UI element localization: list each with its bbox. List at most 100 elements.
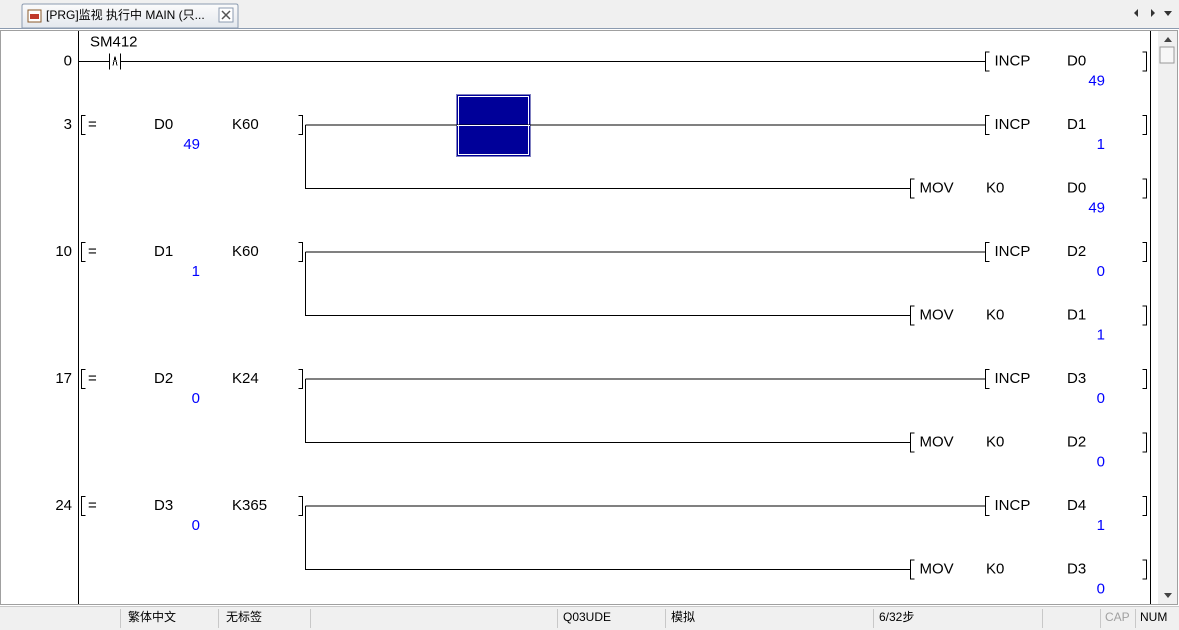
- output-close: [1142, 369, 1147, 389]
- operand: D3: [1067, 560, 1086, 577]
- output-close: [1142, 242, 1147, 262]
- output-close: [1142, 432, 1147, 453]
- status-num: NUM: [1140, 610, 1167, 624]
- instruction: INCP: [995, 497, 1031, 514]
- compare-device: D1: [154, 243, 173, 260]
- status-cpu: Q03UDE: [563, 610, 611, 624]
- operand: D1: [1067, 306, 1086, 323]
- compare-close: [298, 242, 303, 262]
- contact: [109, 53, 121, 70]
- step-number: 24: [55, 497, 72, 514]
- step-number: 10: [55, 243, 72, 260]
- scrollbar[interactable]: [1158, 31, 1177, 604]
- compare-value: 49: [183, 136, 200, 153]
- instruction: MOV: [920, 179, 954, 196]
- instruction: INCP: [995, 370, 1031, 387]
- source: K0: [986, 560, 1004, 577]
- status-bar: [0, 606, 1179, 630]
- compare-open: [81, 115, 86, 135]
- instruction: MOV: [920, 306, 954, 323]
- branch: [305, 252, 911, 316]
- operand: D0: [1067, 52, 1086, 69]
- operand-value: 1: [1097, 517, 1105, 534]
- scroll-thumb[interactable]: [1159, 46, 1175, 64]
- compare-open: [81, 242, 86, 262]
- step-number: 17: [55, 370, 72, 387]
- output-open: [910, 305, 915, 326]
- compare-close: [298, 496, 303, 516]
- tab-prev[interactable]: [1134, 9, 1138, 17]
- compare-value: 0: [192, 517, 200, 534]
- compare-open: [81, 496, 86, 516]
- instruction: INCP: [995, 243, 1031, 260]
- operand: D0: [1067, 179, 1086, 196]
- output-open: [910, 178, 915, 199]
- branch: [305, 379, 911, 443]
- compare-value: 1: [192, 263, 200, 280]
- output-open: [985, 242, 990, 262]
- tab-icon-mark: [30, 14, 39, 19]
- scroll-up[interactable]: [1164, 37, 1172, 42]
- compare-constant: K365: [232, 497, 267, 514]
- instruction: INCP: [995, 52, 1031, 69]
- source: K0: [986, 433, 1004, 450]
- output-close: [1142, 305, 1147, 326]
- step-number: 0: [64, 52, 72, 69]
- compare-close: [298, 369, 303, 389]
- operand: D2: [1067, 243, 1086, 260]
- output-open: [985, 115, 990, 135]
- tab-next[interactable]: [1151, 9, 1155, 17]
- source: K0: [986, 179, 1004, 196]
- operand-value: 0: [1097, 453, 1105, 470]
- compare-constant: K60: [232, 116, 259, 133]
- status-label: 无标签: [226, 609, 262, 624]
- status-steps: 6/32步: [879, 610, 914, 624]
- tab[interactable]: [21, 3, 239, 29]
- compare-constant: K60: [232, 243, 259, 260]
- output-open: [910, 432, 915, 453]
- compare-device: D2: [154, 370, 173, 387]
- editor: [0, 30, 1178, 605]
- output-open: [910, 559, 915, 580]
- status-mode: 模拟: [671, 610, 695, 624]
- compare-value: 0: [192, 390, 200, 407]
- output-close: [1142, 178, 1147, 199]
- branch: [305, 125, 911, 189]
- operand: D3: [1067, 370, 1086, 387]
- output-open: [985, 369, 990, 389]
- scroll-down[interactable]: [1164, 593, 1172, 598]
- output-close: [1142, 559, 1147, 580]
- step-number: 3: [64, 116, 72, 133]
- tab-title: [PRG]监视 执行中 MAIN (只...: [46, 7, 205, 22]
- compare-operator: =: [88, 370, 97, 387]
- compare-operator: =: [88, 497, 97, 514]
- operand-value: 0: [1097, 390, 1105, 407]
- compare-close: [298, 115, 303, 135]
- source: K0: [986, 306, 1004, 323]
- operand-value: 0: [1097, 580, 1105, 597]
- operand-value: 1: [1097, 326, 1105, 343]
- operand-value: 1: [1097, 136, 1105, 153]
- operand-value: 49: [1088, 72, 1105, 89]
- compare-operator: =: [88, 116, 97, 133]
- compare-open: [81, 369, 86, 389]
- branch: [305, 506, 911, 570]
- operand-value: 49: [1088, 199, 1105, 216]
- compare-operator: =: [88, 243, 97, 260]
- status-language: 繁体中文: [128, 609, 176, 624]
- output-close: [1142, 51, 1147, 72]
- instruction: MOV: [920, 433, 954, 450]
- status-cap: CAP: [1105, 610, 1130, 624]
- tab-close-icon: [221, 10, 231, 20]
- status-separators: [120, 609, 1136, 628]
- output-open: [985, 51, 990, 72]
- tab-menu[interactable]: [1164, 11, 1172, 16]
- output-open: [985, 496, 990, 516]
- operand: D1: [1067, 116, 1086, 133]
- instruction: INCP: [995, 116, 1031, 133]
- compare-constant: K24: [232, 370, 259, 387]
- operand: D2: [1067, 433, 1086, 450]
